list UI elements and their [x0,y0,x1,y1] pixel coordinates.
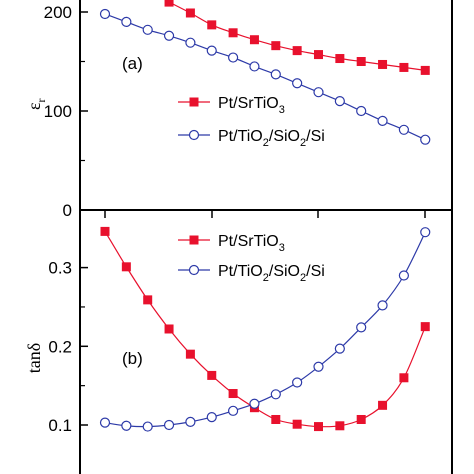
panel-a-y-axis-symbol: ε [24,102,44,110]
data-point [164,0,174,7]
data-point [163,30,175,41]
data-point [292,377,303,388]
data-point [99,417,111,428]
data-point [121,16,132,27]
data-point [100,226,110,236]
series-line-1 [104,231,426,428]
panel-a-points [99,0,431,145]
legend-entry-label: Pt/TiO2/SiO2/Si [218,128,325,149]
data-point [399,62,409,72]
data-point [249,398,260,409]
legend-marker [189,235,199,245]
data-point [420,65,430,75]
legend-marker [189,97,199,107]
legend-entry-label: Pt/TiO2/SiO2/Si [218,263,325,284]
panel-b-legend: Pt/SrTiO3 Pt/TiO2/SiO2/Si [178,233,325,284]
panel-a-y-axis-subscript: r [34,98,48,102]
data-point [356,322,367,333]
data-point [207,20,217,30]
data-point [270,389,281,400]
panel-a-y-axis-title: εr [24,98,48,110]
data-point [378,400,388,410]
data-point [142,421,153,432]
series-line-1 [104,13,426,141]
panel-a-y-ticks: 0 100 200 [44,3,88,220]
data-point [420,322,430,332]
data-point [313,361,324,372]
panel-b-x-ticks [104,210,426,218]
data-point [399,373,409,383]
y-tick-label: 0 [63,201,72,220]
data-point [142,24,153,35]
legend-marker [188,129,200,141]
panel-b-points [99,226,431,432]
data-point [292,46,302,56]
panel-a-series-lines [104,1,426,141]
data-point [228,52,239,63]
panel-a-legend: Pt/SrTiO3 Pt/TiO2/SiO2/Si [178,95,325,149]
data-point [314,50,323,60]
data-point [292,78,303,89]
data-point [314,422,323,432]
data-point [335,54,345,64]
data-point [356,105,367,117]
data-point [121,420,132,431]
y-tick-label: 200 [44,3,72,22]
data-point [377,300,388,311]
data-point [121,262,131,272]
data-point [164,324,174,334]
data-point [206,45,217,56]
data-point [185,349,195,359]
panel-b-y-axis-title: tanδ [24,343,44,373]
data-point [185,8,195,18]
data-point [228,405,239,416]
data-point [249,35,259,45]
data-point [163,419,175,431]
series-line-0 [104,231,426,428]
y-tick-label: 0.2 [48,337,72,356]
data-point [228,28,238,38]
data-point [292,419,302,429]
data-point [356,57,366,66]
data-point [334,95,345,107]
data-point [207,370,217,380]
legend-marker [188,264,200,276]
panel-b-y-ticks: 0.1 0.2 0.3 [48,259,88,435]
data-point [206,412,217,423]
data-point [143,295,153,305]
data-point [271,414,281,424]
data-point [334,343,345,354]
data-point [398,124,409,135]
data-point [398,270,409,281]
panel-a: 0 100 200 (a) εr Pt/SrTiO3 Pt/TiO2/SiO2/Si [24,0,453,220]
data-point [99,8,111,20]
y-tick-label: 0.1 [48,416,72,435]
data-point [228,389,238,399]
data-point [185,416,196,427]
panel-b-series-lines [104,231,426,428]
data-point [270,69,281,80]
panel-a-label: (a) [122,54,143,73]
data-point [313,87,324,98]
panel-b: 0.1 0.2 0.3 (b) tanδ Pt/SrTiO3 Pt/TiO2/SiO2… [24,209,453,474]
panel-b-label: (b) [122,349,143,368]
data-point [271,41,281,51]
data-point [356,414,366,424]
data-point [335,421,345,431]
y-tick-label: 100 [44,102,72,121]
legend-entry-label: Pt/SrTiO3 [218,233,285,254]
data-point [185,37,196,48]
legend-entry-label: Pt/SrTiO3 [218,95,285,116]
data-point [378,59,388,69]
panel-b-frame [79,209,453,474]
data-point [377,115,388,127]
y-tick-label: 0.3 [48,259,72,278]
data-point [420,227,431,238]
data-point [420,134,431,145]
data-point [249,61,260,72]
